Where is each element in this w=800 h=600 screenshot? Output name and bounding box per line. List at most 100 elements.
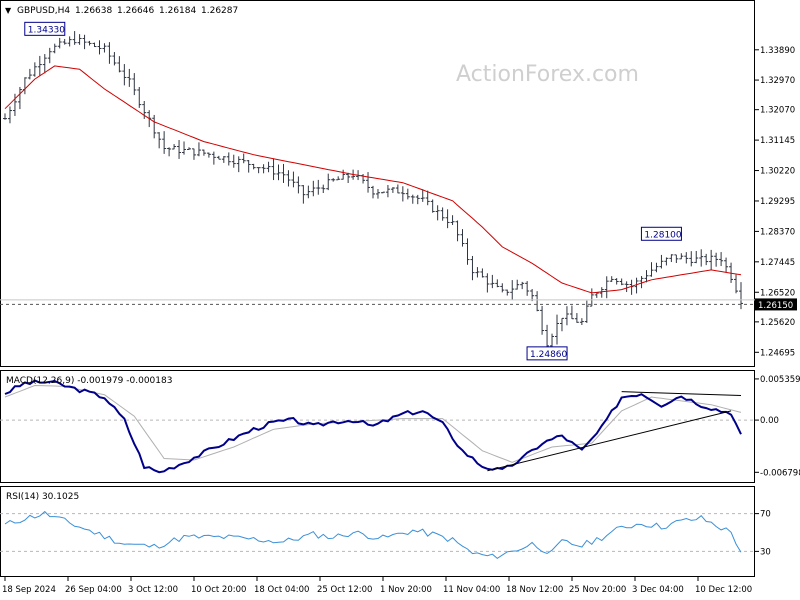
price-bar [266,161,271,173]
price-bar [276,164,281,181]
x-tick-label: 18 Oct 04:00 [254,585,309,595]
x-tick-label: 3 Dec 04:00 [632,585,684,595]
annotation-text: 1.34330 [28,25,65,35]
price-bar [649,262,654,277]
macd-tick-label: 0.00 [760,416,779,426]
price-bar [47,47,52,64]
price-bar [689,251,694,267]
rsi-layer [0,510,755,560]
price-annotation: 1.24860 [526,346,568,361]
macd-trendline [487,410,732,472]
price-bar [256,167,261,174]
x-tick-label: 3 Oct 12:00 [128,585,178,595]
price-bar [291,171,296,188]
price-bar [569,305,574,320]
rsi-tick-label: 70 [760,510,771,520]
price-bar [579,318,584,326]
price-bar [142,100,147,119]
annotation-text: 1.28100 [644,230,681,240]
price-tick-label: 1.27445 [760,258,795,268]
price-bar [97,40,102,55]
price-bar [470,255,475,281]
price-bar [555,314,559,345]
price-bar [440,207,445,221]
price-bar [604,276,609,299]
price-bar [430,199,435,213]
price-bar [475,267,480,278]
price-bar [241,153,246,164]
price-bar [296,176,301,194]
price-bar [400,186,405,202]
price-bar [679,253,684,260]
price-bar [495,279,500,288]
price-bar [664,257,669,266]
price-bar [301,185,306,204]
price-bar [371,185,375,199]
macd-signal-line [4,384,742,463]
price-bar [72,31,77,45]
annotation-box [24,21,66,36]
price-bar [157,132,162,149]
x-tick-label: 25 Nov 20:00 [569,585,626,595]
x-tick-label: 11 Nov 04:00 [443,585,500,595]
price-bar [311,180,316,197]
macd-main-line [4,379,742,474]
price-bar [27,68,32,80]
price-bar [460,229,465,247]
price-bar [286,170,291,187]
price-bar [465,238,470,265]
price-bar [52,43,57,54]
price-bar [42,54,47,74]
macd-tick-label: -0.006798 [760,468,800,478]
price-tick-label: 1.26520 [760,288,795,298]
macd-layer [0,379,755,474]
price-bar [226,152,231,166]
annotation-text: 1.24860 [530,350,567,360]
price-bar [201,149,206,156]
price-bar [196,142,201,157]
rsi-tick-label: 30 [760,547,771,557]
price-bar [152,114,157,139]
price-bar [7,106,12,124]
price-bar [724,257,729,273]
price-bar [82,34,87,50]
macd-trendline [621,391,742,397]
price-bar [92,42,97,48]
current-price-tag-text: 1.26150 [758,301,793,311]
price-bar [67,36,72,47]
low-value: 1.26184 [159,6,196,16]
price-bar [594,291,599,298]
chart-menu-icon[interactable]: ▼ [5,6,12,15]
price-bar [644,270,649,283]
price-bar [341,169,346,180]
watermark: ActionForex.com [456,62,639,87]
price-bar [316,179,321,195]
price-bar [694,250,699,264]
x-tick-label: 26 Sep 04:00 [65,585,122,595]
macd-tick-label: 0.005359 [760,375,800,385]
price-bar [515,279,520,290]
current-price-tag: 1.26150 [755,298,797,311]
price-bar [530,289,535,302]
price-bar [211,151,216,165]
price-bar [535,291,540,312]
price-bar [445,209,450,229]
price-bar [420,189,425,202]
price-bar [654,262,659,273]
price-bar [510,280,515,300]
price-bar [674,254,679,263]
price-layer: 1.34330 1.28100 1.24860 [0,21,755,361]
price-bar [177,140,182,159]
price-bar [261,164,266,174]
x-tick-label: 10 Dec 12:00 [695,585,752,595]
price-bar [366,172,371,193]
price-bar [87,40,92,46]
high-value: 1.26646 [117,6,154,16]
price-bar [385,184,390,198]
price-tick-label: 1.33890 [760,46,795,56]
price-bar [540,305,545,335]
price-bar [137,87,142,108]
price-bar [709,249,714,270]
price-bar [450,215,455,226]
symbol-label: GBPUSD,H4 [17,6,70,16]
